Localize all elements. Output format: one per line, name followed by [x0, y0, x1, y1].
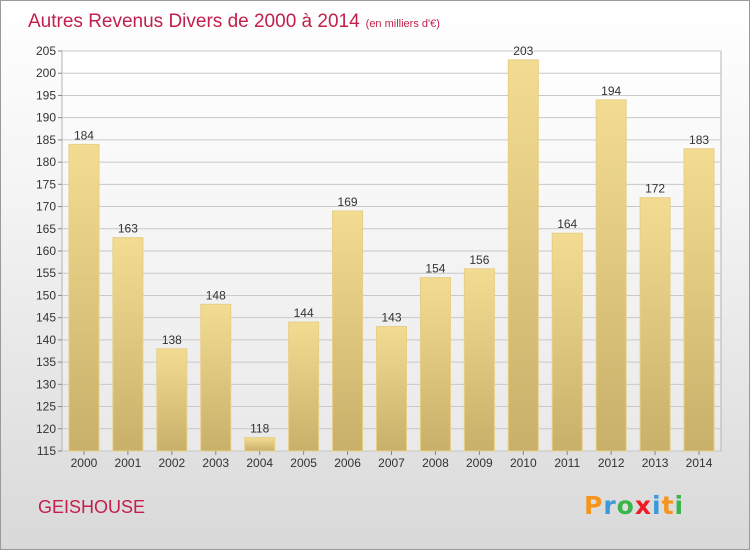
- value-label-2004: 118: [250, 422, 269, 436]
- logo-letter: P: [584, 491, 604, 520]
- y-tick-label: 135: [36, 355, 56, 369]
- y-tick-label: 120: [36, 422, 56, 436]
- title-text: Autres Revenus Divers de 2000 à 2014: [28, 11, 360, 32]
- bar-2008: [419, 277, 451, 452]
- bar-2006: [332, 210, 364, 452]
- value-labels: 184 163 138 148 118 144 169 143 154 156 203 164 194 1…: [74, 44, 709, 436]
- value-label-2008: 154: [425, 262, 445, 276]
- value-label-2005: 144: [294, 306, 314, 320]
- value-label-2011: 164: [557, 217, 577, 231]
- bar-2007: [376, 326, 407, 452]
- logo-letter: x: [634, 491, 652, 520]
- y-tick-label: 180: [36, 155, 56, 169]
- y-tick-label: 165: [36, 222, 56, 236]
- bar-2004: [244, 437, 276, 452]
- x-tick-label-2007: 2007: [378, 456, 405, 470]
- commune-name: GEISHOUSE: [38, 497, 146, 517]
- chart-subtitle: (en milliers d'€): [365, 18, 440, 30]
- x-tick-label-2010: 2010: [510, 456, 537, 470]
- bar-2014: [683, 148, 715, 452]
- proxiti-logo: Proxiti: [584, 491, 684, 520]
- x-tick-label-2008: 2008: [422, 456, 449, 470]
- x-tick-label-2011: 2011: [554, 456, 580, 470]
- x-axis-ticks: 2000 2001 2002 2003 2004 2005 2006 2007 2008 2009…: [71, 451, 713, 470]
- y-tick-label: 170: [36, 200, 56, 214]
- bar-2012: [595, 99, 627, 452]
- y-tick-label: 150: [36, 288, 56, 302]
- value-label-2006: 169: [338, 195, 358, 209]
- bar-2001: [112, 237, 144, 452]
- bar-2003: [200, 303, 232, 452]
- logo-letter: i: [652, 491, 662, 520]
- value-label-2012: 194: [601, 84, 621, 98]
- y-tick-label: 200: [36, 66, 56, 80]
- value-label-2002: 138: [162, 333, 182, 347]
- bar-2005: [288, 321, 320, 452]
- bar-2013: [639, 197, 671, 452]
- value-label-2003: 148: [206, 288, 226, 302]
- value-label-2010: 203: [513, 44, 533, 58]
- x-tick-label-2014: 2014: [686, 456, 713, 470]
- bar-2000: [68, 143, 100, 452]
- value-label-2009: 156: [469, 253, 489, 267]
- y-tick-label: 145: [36, 311, 56, 325]
- y-tick-label: 160: [36, 244, 56, 258]
- x-tick-label-2006: 2006: [334, 456, 361, 470]
- value-label-2007: 143: [381, 311, 401, 325]
- y-axis-ticks: 115 120 125 130 135 140 145 150 155 160 165 170 175 1…: [36, 44, 62, 458]
- y-tick-label: 205: [36, 44, 56, 58]
- x-tick-label-2003: 2003: [202, 456, 229, 470]
- x-tick-label-2001: 2001: [115, 456, 142, 470]
- bar-2009: [463, 268, 495, 452]
- value-label-2001: 163: [118, 222, 138, 236]
- logo-letter: t: [661, 491, 675, 520]
- y-tick-label: 115: [37, 444, 56, 458]
- y-tick-label: 185: [36, 133, 56, 147]
- value-label-2000: 184: [74, 128, 94, 142]
- value-label-2014: 183: [689, 133, 709, 147]
- x-tick-label-2002: 2002: [158, 456, 185, 470]
- x-tick-label-2012: 2012: [598, 456, 625, 470]
- chart-title: Autres Revenus Divers de 2000 à 2014 (en …: [28, 11, 440, 33]
- y-tick-label: 175: [36, 177, 56, 191]
- x-tick-label-2004: 2004: [246, 456, 273, 470]
- x-tick-label-2005: 2005: [290, 456, 317, 470]
- bar-2011: [551, 232, 583, 452]
- x-tick-label-2009: 2009: [466, 456, 493, 470]
- y-tick-label: 140: [36, 333, 56, 347]
- logo-letter: r: [603, 491, 617, 520]
- y-tick-label: 155: [36, 266, 56, 280]
- x-tick-label-2000: 2000: [71, 456, 98, 470]
- bar-2010: [507, 59, 539, 452]
- y-tick-label: 195: [36, 88, 56, 102]
- bar-2002: [156, 348, 188, 452]
- logo-letter: o: [616, 491, 635, 520]
- y-tick-label: 130: [36, 377, 56, 391]
- value-label-2013: 172: [645, 182, 665, 196]
- x-tick-label-2013: 2013: [642, 456, 669, 470]
- logo-letter: i: [674, 491, 685, 520]
- y-tick-label: 125: [36, 400, 56, 414]
- y-tick-label: 190: [36, 111, 56, 125]
